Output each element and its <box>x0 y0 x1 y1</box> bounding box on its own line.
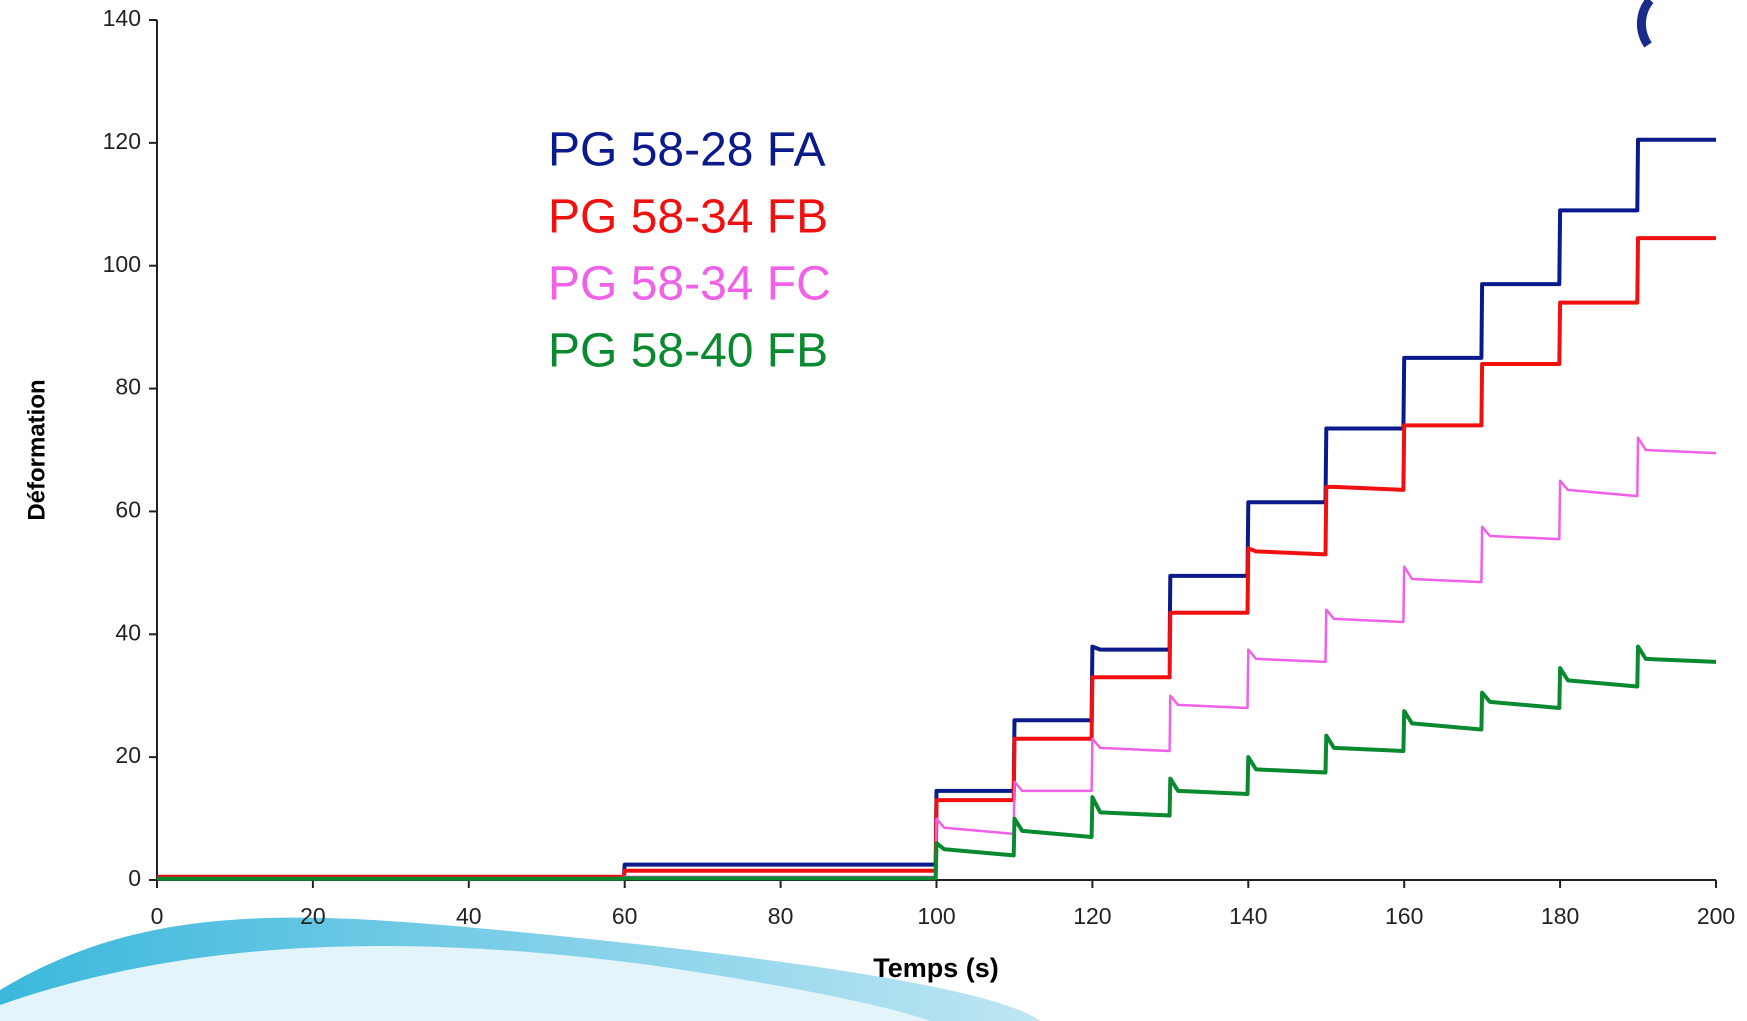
x-tick-label: 20 <box>300 903 326 929</box>
y-tick-label: 40 <box>115 619 141 645</box>
decoration-swoosh-light <box>0 945 930 1021</box>
y-tick-label: 80 <box>115 374 141 400</box>
x-tick-label: 140 <box>1229 903 1267 929</box>
decoration-mark <box>1637 0 1654 48</box>
legend-label: PG 58-40 FB <box>548 325 828 378</box>
x-tick-label: 60 <box>612 903 638 929</box>
y-tick-label: 20 <box>115 742 141 768</box>
y-tick-label: 140 <box>103 5 141 31</box>
x-tick-label: 200 <box>1697 903 1735 929</box>
x-tick-label: 120 <box>1073 903 1111 929</box>
x-axis-title: Temps (s) <box>873 953 999 983</box>
y-tick-label: 120 <box>103 128 141 154</box>
x-tick-label: 0 <box>151 903 164 929</box>
y-tick-label: 0 <box>128 865 141 891</box>
legend-label: PG 58-34 FB <box>548 191 828 244</box>
series-line <box>157 436 1717 880</box>
series-line <box>157 236 1716 879</box>
x-tick-label: 160 <box>1385 903 1423 929</box>
x-tick-label: 40 <box>456 903 482 929</box>
y-axis-title: Déformation <box>23 379 50 520</box>
x-tick-label: 100 <box>917 903 955 929</box>
x-tick-label: 180 <box>1541 903 1579 929</box>
y-tick-label: 100 <box>103 251 141 277</box>
legend-label: PG 58-28 FA <box>548 124 825 177</box>
series-line <box>157 137 1716 879</box>
legend-label: PG 58-34 FC <box>548 258 831 311</box>
x-tick-label: 80 <box>768 903 794 929</box>
y-tick-label: 60 <box>115 497 141 523</box>
series-line <box>157 644 1717 881</box>
